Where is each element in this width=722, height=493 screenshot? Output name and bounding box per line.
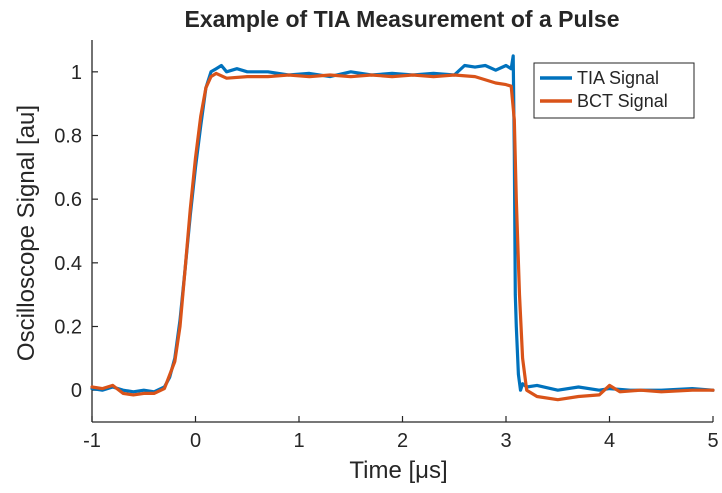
y-axis-ticks: 0 0.2 0.4 0.6 0.8 1 xyxy=(54,62,98,402)
x-tick-label: 3 xyxy=(500,430,511,452)
x-axis-label: Time [μs] xyxy=(349,457,447,484)
x-tick-label: -1 xyxy=(83,430,101,452)
x-tick-label: 0 xyxy=(190,430,201,452)
x-tick-label: 4 xyxy=(604,430,615,452)
legend-label-tia-signal: TIA Signal xyxy=(577,68,659,88)
y-tick-label: 0.2 xyxy=(54,317,82,339)
y-tick-label: 1 xyxy=(71,62,82,84)
y-tick-label: 0.6 xyxy=(54,189,82,211)
y-tick-label: 0 xyxy=(71,380,82,402)
x-tick-label: 5 xyxy=(707,430,718,452)
x-tick-label: 1 xyxy=(293,430,304,452)
series-line-bct-signal xyxy=(90,71,715,402)
plot-area: -1 0 1 2 3 4 5 0 0.2 0.4 0.6 0.8 1 xyxy=(54,40,719,452)
y-tick-label: 0.4 xyxy=(54,253,82,275)
legend: TIA Signal BCT Signal xyxy=(533,62,695,119)
chart-title: Example of TIA Measurement of a Pulse xyxy=(185,6,620,32)
y-axis-label: Oscilloscope Signal [au] xyxy=(13,105,40,361)
legend-items: TIA Signal BCT Signal xyxy=(540,68,668,111)
y-tick-label: 0.8 xyxy=(54,126,82,148)
series-layer xyxy=(90,54,715,402)
legend-box xyxy=(533,62,695,119)
x-tick-label: 2 xyxy=(397,430,408,452)
x-axis-ticks: -1 0 1 2 3 4 5 xyxy=(83,416,719,452)
legend-label-bct-signal: BCT Signal xyxy=(577,91,668,111)
